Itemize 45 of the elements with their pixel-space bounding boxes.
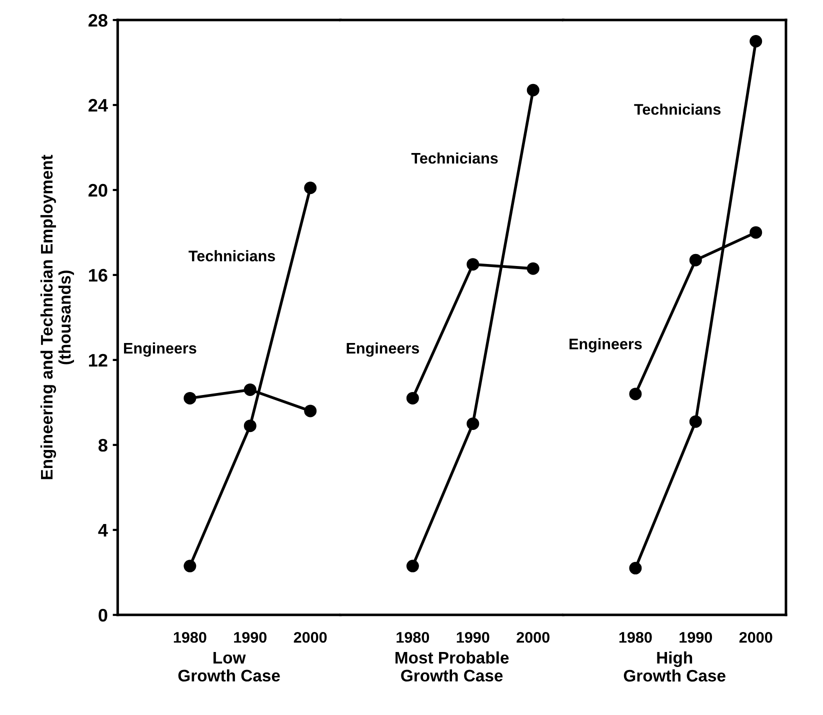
x-tick-label: 1980 [174,632,206,643]
x-axis-title: Most Probable Growth Case [396,651,509,682]
x-tick-label: 2000 [739,632,772,643]
x-tick-label: 1980 [396,632,430,643]
series-label: Engineers [346,342,420,357]
x-tick-label: 1990 [456,632,490,643]
point [466,417,480,430]
point [466,258,480,271]
x-axis-title: Low Growth Case [178,652,280,682]
point [526,84,540,96]
point [184,560,196,572]
y-tick-label: 28 [88,14,108,27]
point [304,182,317,194]
y-tick-label: 16 [89,268,108,282]
y-tick-label: 12 [89,354,108,366]
x-tick-label: 1990 [234,632,267,643]
y-axis-title: Engineering and Technician Employment (thousands) [40,154,74,480]
point [244,420,256,432]
point [689,415,702,428]
series-label: Technicians [188,250,276,262]
y-tick-label: 8 [98,438,108,452]
point [304,404,317,418]
point [750,226,762,239]
series-label: Technicians [411,152,498,164]
point [244,383,256,396]
y-tick-label: 0 [98,608,108,622]
y-tick-label: 24 [88,98,108,112]
point [629,562,642,574]
x-tick-label: 1990 [680,632,712,643]
x-tick-label: 2000 [294,632,327,643]
x-axis-title: High Growth Case [624,651,726,682]
point [184,392,196,404]
point [629,388,642,400]
x-tick-label: 2000 [516,632,550,643]
point [406,392,419,404]
series-label: Technicians [634,104,721,115]
point [689,254,702,266]
x-tick-label: 1980 [619,632,652,643]
y-tick-label: 4 [98,524,108,536]
y-tick-label: 20 [88,184,108,197]
point [526,262,540,275]
series-label: Engineers [570,338,642,352]
point [406,560,419,572]
point [750,35,762,48]
text: Engineers [124,342,196,357]
